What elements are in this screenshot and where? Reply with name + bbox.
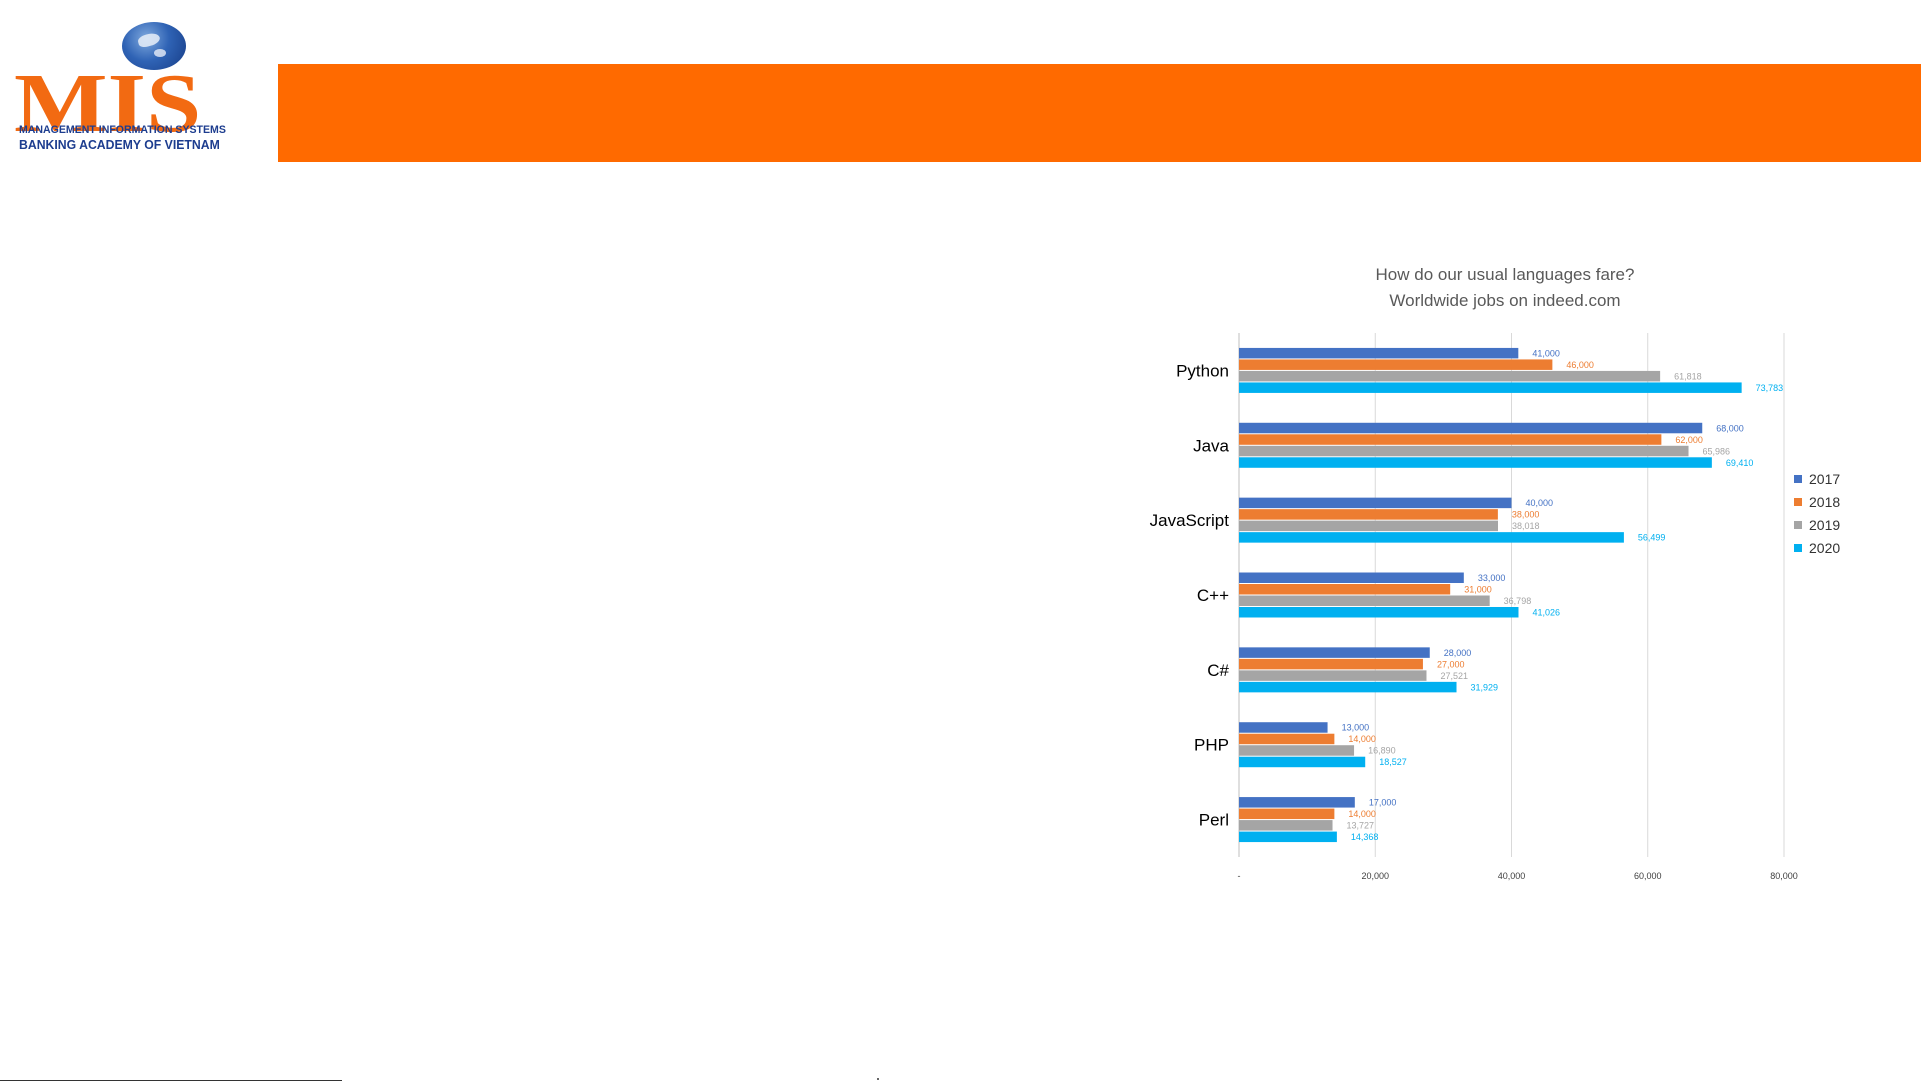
legend-item-2020: 2020 — [1794, 536, 1840, 559]
legend-swatch — [1794, 497, 1802, 506]
header-banner — [278, 64, 1921, 162]
data-label: 41,000 — [1532, 348, 1560, 358]
category-label: Python — [1176, 361, 1229, 380]
data-labels: 41,000 46,000 61,818 73,783 68,000 62,00065,9… — [1342, 348, 1784, 842]
x-tick-label: 20,000 — [1361, 871, 1389, 881]
bar — [1239, 733, 1335, 745]
footer-dot — [877, 1078, 879, 1080]
bar — [1239, 797, 1355, 808]
data-label: 36,798 — [1504, 596, 1532, 606]
bar — [1239, 359, 1553, 370]
data-label: 16,890 — [1368, 746, 1396, 756]
legend-label: 2019 — [1809, 516, 1841, 533]
bar — [1239, 607, 1519, 618]
x-tick-label: 40,000 — [1498, 871, 1526, 881]
data-label: 73,783 — [1756, 383, 1784, 393]
bar — [1239, 670, 1427, 681]
data-label: 14,368 — [1351, 832, 1379, 842]
bar — [1239, 681, 1457, 693]
data-label: 61,818 — [1674, 371, 1702, 381]
data-label: 38,000 — [1512, 510, 1540, 520]
bar — [1239, 509, 1498, 520]
category-label: C# — [1207, 661, 1229, 680]
bar — [1239, 572, 1464, 583]
legend-swatch — [1794, 474, 1802, 483]
data-label: 27,000 — [1437, 659, 1465, 669]
legend-swatch — [1794, 543, 1802, 552]
bar — [1239, 820, 1333, 831]
data-label: 68,000 — [1716, 423, 1744, 433]
category-label: PHP — [1194, 736, 1229, 755]
bar — [1239, 422, 1703, 434]
bar — [1239, 434, 1662, 445]
legend-item-2019: 2019 — [1794, 513, 1840, 536]
gridlines — [1238, 333, 1785, 857]
category-label: Java — [1193, 436, 1229, 455]
x-tick-label: 60,000 — [1634, 871, 1662, 881]
data-label: 17,000 — [1369, 798, 1397, 808]
data-label: 13,727 — [1347, 821, 1375, 831]
bar — [1239, 808, 1335, 820]
bar — [1239, 497, 1512, 509]
data-label: 31,000 — [1464, 585, 1492, 595]
bar — [1239, 382, 1742, 393]
bar — [1239, 457, 1712, 468]
bar — [1239, 647, 1430, 658]
chart-subtitle: Worldwide jobs on indeed.com — [1389, 291, 1620, 310]
bar — [1239, 445, 1689, 457]
bar — [1239, 370, 1661, 382]
bar — [1239, 347, 1519, 359]
data-label: 14,000 — [1348, 734, 1376, 744]
mis-logo: MIS MANAGEMENT INFORMATION SYSTEMS BANKI… — [14, 18, 226, 152]
data-label: 28,000 — [1444, 648, 1472, 658]
x-tick-labels: - 20,000 40,000 60,000 80,000 — [1238, 871, 1798, 881]
category-labels: Python Java JavaScript C++ C# PHP Perl — [1150, 361, 1230, 829]
data-label: 40,000 — [1526, 498, 1554, 508]
data-label: 27,521 — [1440, 671, 1468, 681]
data-label: 46,000 — [1566, 360, 1594, 370]
logo-mark: MIS — [14, 57, 202, 150]
legend-label: 2020 — [1809, 539, 1841, 556]
legend-item-2018: 2018 — [1794, 490, 1840, 513]
globe-icon — [122, 22, 186, 70]
bar — [1239, 595, 1490, 606]
x-tick-label: - — [1238, 871, 1241, 881]
data-label: 13,000 — [1342, 723, 1370, 733]
category-label: C++ — [1197, 586, 1229, 605]
bar — [1239, 584, 1451, 595]
job-postings-chart: How do our usual languages fare? Worldwi… — [1150, 265, 1798, 881]
bars — [1239, 347, 1742, 843]
legend-label: 2018 — [1809, 493, 1841, 510]
legend-swatch — [1794, 520, 1802, 529]
bar — [1239, 831, 1337, 843]
data-label: 33,000 — [1478, 573, 1506, 583]
legend-label: 2017 — [1809, 470, 1841, 487]
legend-item-2017: 2017 — [1794, 467, 1840, 490]
logo-line-1: MANAGEMENT INFORMATION SYSTEMS — [19, 124, 226, 136]
bar — [1239, 532, 1624, 543]
chart-legend: 2017 2018 2019 2020 — [1794, 467, 1840, 559]
data-label: 31,929 — [1471, 682, 1499, 692]
data-label: 41,026 — [1532, 608, 1560, 618]
bar — [1239, 520, 1498, 532]
data-label: 65,986 — [1703, 446, 1731, 456]
bar — [1239, 745, 1355, 756]
data-label: 56,499 — [1638, 533, 1666, 543]
bar — [1239, 756, 1366, 768]
category-label: Perl — [1199, 811, 1229, 830]
data-label: 14,000 — [1348, 809, 1376, 819]
data-label: 18,527 — [1379, 757, 1407, 767]
category-label: JavaScript — [1150, 511, 1230, 530]
x-tick-label: 80,000 — [1770, 871, 1798, 881]
data-label: 69,410 — [1726, 458, 1754, 468]
data-label: 38,018 — [1512, 521, 1540, 531]
bar — [1239, 722, 1328, 733]
chart-title: How do our usual languages fare? — [1376, 265, 1635, 284]
logo-line-2: BANKING ACADEMY OF VIETNAM — [19, 138, 220, 152]
data-label: 62,000 — [1675, 435, 1703, 445]
bar — [1239, 658, 1423, 670]
